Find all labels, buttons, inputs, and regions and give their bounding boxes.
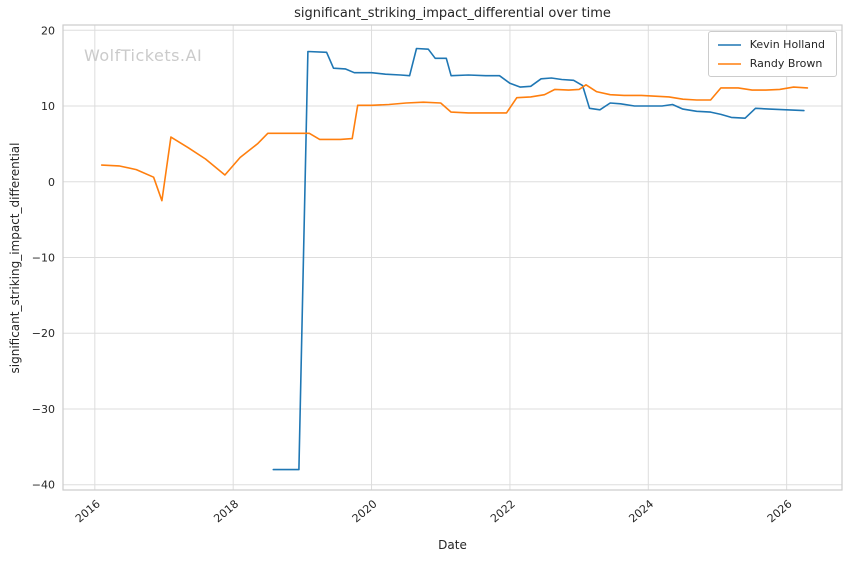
y-tick-label: −10 (32, 252, 55, 265)
chart-title: significant_striking_impact_differential… (294, 6, 611, 21)
y-tick-label: −30 (32, 403, 55, 416)
y-tick-label: 10 (41, 100, 55, 113)
y-tick-label: −40 (32, 479, 55, 492)
x-tick-label: 2022 (488, 497, 518, 525)
legend: Kevin Holland Randy Brown (707, 31, 837, 77)
x-tick-label: 2018 (211, 497, 241, 525)
series-line-kevin-holland (272, 47, 805, 471)
series-line-randy-brown (100, 84, 809, 202)
y-tick-label: −20 (32, 327, 55, 340)
y-tick-label: 0 (48, 176, 55, 189)
legend-label-kevin-holland: Kevin Holland (749, 38, 825, 51)
y-axis-label: significant_striking_impact_differential (8, 142, 22, 374)
x-tick-label: 2016 (73, 497, 103, 525)
watermark: WolfTickets.AI (84, 46, 203, 65)
legend-item-randy-brown: Randy Brown (717, 57, 825, 70)
legend-item-kevin-holland: Kevin Holland (717, 38, 825, 51)
plot-border (62, 24, 843, 491)
x-axis-label: Date (438, 538, 467, 552)
x-tick-label: 2024 (626, 497, 656, 525)
x-tick-label: 2020 (350, 497, 380, 525)
legend-swatch-kevin-holland (717, 43, 741, 46)
x-tick-label: 2026 (765, 497, 795, 525)
legend-label-randy-brown: Randy Brown (749, 57, 823, 70)
y-tick-label: 20 (41, 24, 55, 37)
legend-swatch-randy-brown (717, 62, 741, 65)
